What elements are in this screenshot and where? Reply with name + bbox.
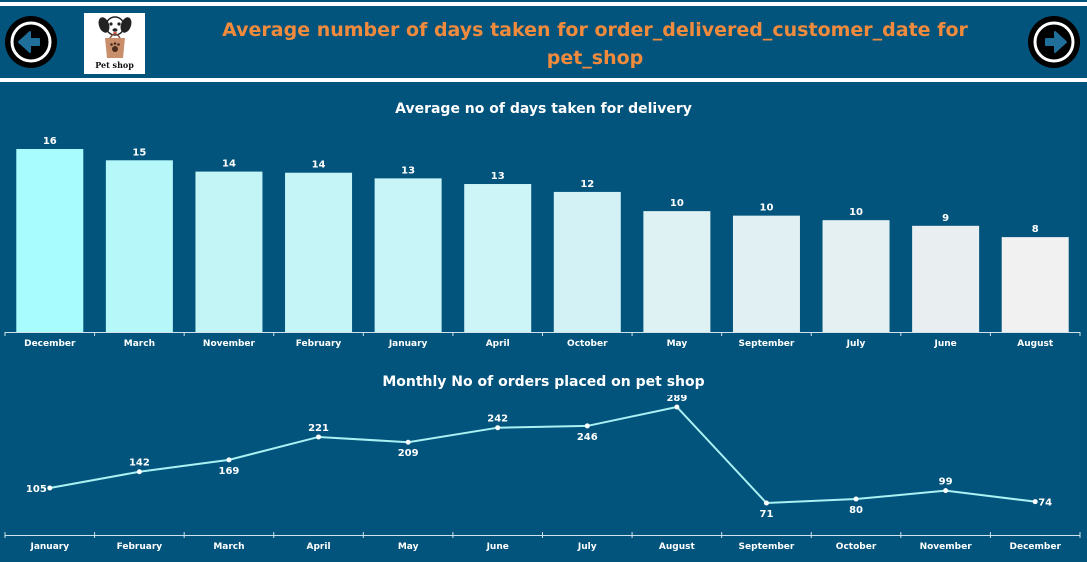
line-category-label: December <box>1010 542 1062 552</box>
bar-value-label: 14 <box>222 159 236 170</box>
arrow-right-icon <box>1033 21 1075 63</box>
header-divider <box>0 78 1087 82</box>
bar-december[interactable] <box>16 149 84 332</box>
dog-logo-icon <box>98 16 131 58</box>
bar-category-label: June <box>933 339 956 349</box>
bar-category-label: November <box>203 339 256 349</box>
point-august[interactable] <box>674 404 680 410</box>
bar-category-label: July <box>846 339 866 349</box>
bar-value-label: 12 <box>580 179 594 190</box>
line-category-label: February <box>117 542 163 552</box>
bar-january[interactable] <box>374 178 442 332</box>
bar-value-label: 16 <box>43 136 57 147</box>
line-value-label: 169 <box>219 466 240 477</box>
bar-category-label: May <box>667 339 688 349</box>
line-value-label: 221 <box>308 423 329 434</box>
line-category-label: May <box>398 542 419 552</box>
bar-value-label: 10 <box>759 203 773 214</box>
bar-category-label: March <box>124 339 155 349</box>
line-category-label: August <box>659 542 696 552</box>
bar-category-label: February <box>296 339 342 349</box>
line-category-label: September <box>739 542 795 552</box>
bar-category-label: September <box>739 339 795 349</box>
line-chart: 105 January 142 February 169 March 221 April 209… <box>4 395 1081 552</box>
bar-august[interactable] <box>1001 237 1069 332</box>
line-value-label: 74 <box>1038 498 1052 509</box>
line-value-label: 99 <box>939 477 953 488</box>
line-chart-title: Monthly No of orders placed on pet shop <box>382 374 705 390</box>
point-january[interactable] <box>47 485 53 491</box>
bar-july[interactable] <box>822 220 890 332</box>
bar-value-label: 13 <box>491 171 505 182</box>
forward-button[interactable] <box>1028 16 1080 68</box>
line-category-label: July <box>577 542 597 552</box>
point-april[interactable] <box>316 434 322 440</box>
point-december[interactable] <box>1032 499 1038 505</box>
bar-category-label: December <box>24 339 76 349</box>
bar-october[interactable] <box>553 191 621 332</box>
line-category-label: October <box>836 542 877 552</box>
back-button[interactable] <box>5 16 57 68</box>
bar-value-label: 9 <box>942 213 949 224</box>
orders-series-line <box>49 405 1036 505</box>
point-february[interactable] <box>136 469 142 475</box>
bar-chart-title: Average no of days taken for delivery <box>395 101 692 117</box>
bar-category-label: October <box>567 339 608 349</box>
bar-value-label: 8 <box>1032 224 1039 235</box>
point-july[interactable] <box>584 423 590 429</box>
bar-may[interactable] <box>643 211 711 332</box>
bar-june[interactable] <box>912 225 980 332</box>
point-june[interactable] <box>495 425 501 431</box>
line-value-label: 242 <box>487 414 508 425</box>
point-march[interactable] <box>226 457 232 463</box>
point-november[interactable] <box>943 488 949 494</box>
line-value-label: 71 <box>759 509 773 520</box>
line-category-label: January <box>29 542 69 552</box>
line-value-label: 289 <box>666 395 687 404</box>
arrow-left-icon <box>10 21 52 63</box>
line-value-label: 142 <box>129 458 150 469</box>
logo-label: Pet shop <box>95 60 134 70</box>
line-value-label: 105 <box>26 484 47 495</box>
line-category-label: November <box>920 542 973 552</box>
page-title: Average number of days taken for order_d… <box>222 19 968 69</box>
pet-shop-logo: Pet shop <box>84 13 145 74</box>
bar-march[interactable] <box>105 160 173 332</box>
line-value-label: 80 <box>849 505 863 516</box>
line-category-label: June <box>486 542 509 552</box>
bar-september[interactable] <box>732 215 800 332</box>
point-may[interactable] <box>405 439 411 445</box>
bar-value-label: 13 <box>401 165 415 176</box>
bar-november[interactable] <box>195 171 263 332</box>
point-september[interactable] <box>763 500 769 506</box>
top-border <box>0 2 1087 6</box>
bar-april[interactable] <box>464 184 532 332</box>
bar-category-label: January <box>388 339 428 349</box>
line-value-label: 209 <box>398 448 419 459</box>
bar-february[interactable] <box>285 172 353 332</box>
bar-value-label: 15 <box>132 147 146 158</box>
bar-value-label: 10 <box>849 207 863 218</box>
line-category-label: April <box>307 542 331 552</box>
bar-category-label: August <box>1017 339 1054 349</box>
line-category-label: March <box>213 542 244 552</box>
point-october[interactable] <box>853 496 859 502</box>
bar-value-label: 14 <box>312 160 326 171</box>
bar-value-label: 10 <box>670 198 684 209</box>
bar-chart: 16 December 15 March 14 November 14 February 13 J… <box>4 136 1081 349</box>
bar-category-label: April <box>486 339 510 349</box>
line-value-label: 246 <box>577 432 598 443</box>
